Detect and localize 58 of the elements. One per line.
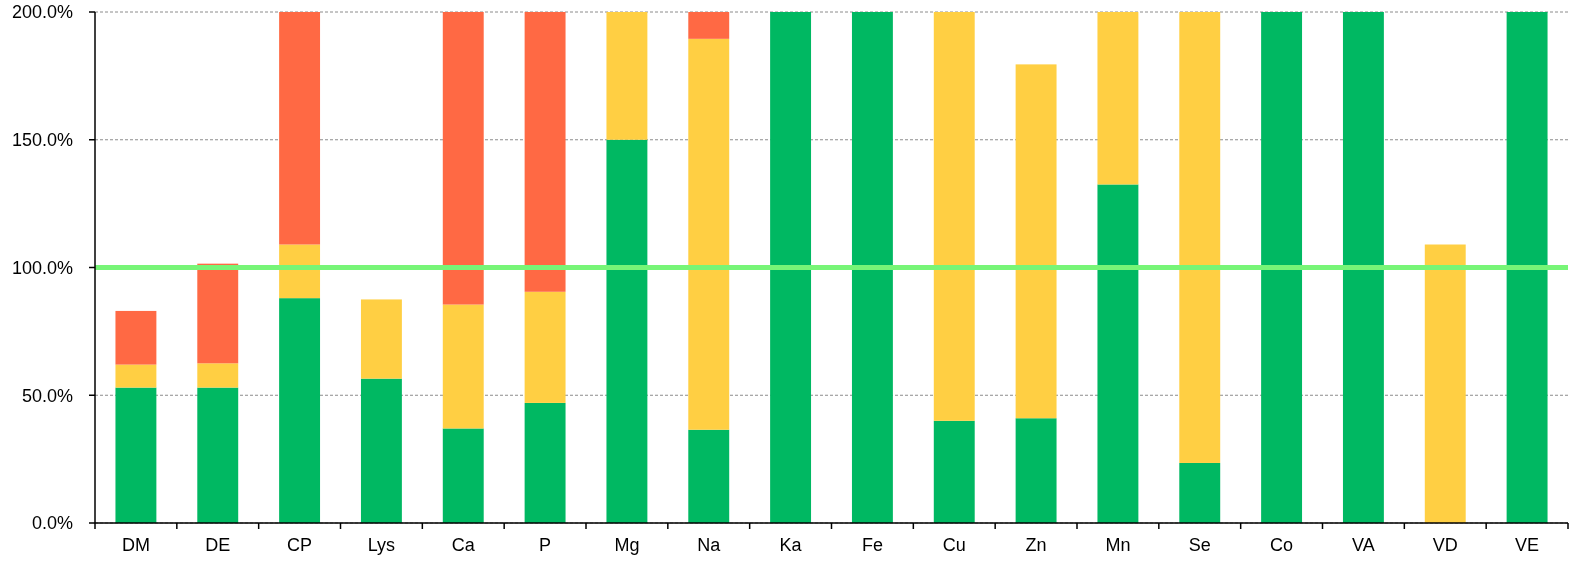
bar [933, 12, 975, 421]
bar [1506, 12, 1548, 523]
x-tick-label: Mg [614, 535, 640, 555]
x-tick-label: DM [121, 535, 150, 555]
bar [1179, 12, 1221, 463]
bar [1097, 12, 1139, 185]
bar [1424, 244, 1466, 523]
bar [606, 12, 648, 140]
x-tick-label: Ca [451, 535, 476, 555]
y-tick-label: 150.0% [11, 130, 73, 151]
bar [1179, 462, 1221, 523]
bar [442, 304, 484, 429]
bar [197, 387, 239, 523]
bar [1342, 12, 1384, 523]
bar [115, 364, 157, 388]
bar [197, 363, 239, 388]
bar [279, 12, 321, 245]
bar [1015, 64, 1057, 419]
bar [360, 378, 402, 523]
x-tick-label: Lys [367, 535, 396, 555]
y-tick-label: 0.0% [31, 513, 73, 534]
bar [1097, 184, 1139, 523]
x-tick-label: P [539, 535, 552, 555]
x-tick-label: Co [1270, 535, 1294, 555]
y-tick-label: 50.0% [21, 385, 73, 406]
bar [933, 420, 975, 523]
bar [197, 263, 239, 364]
x-tick-label: VE [1515, 535, 1540, 555]
x-tick-label: VD [1432, 535, 1458, 555]
x-tick-label: Ka [779, 535, 803, 555]
bar [688, 12, 730, 39]
bar [115, 387, 157, 523]
bar [851, 12, 893, 523]
bar [115, 310, 157, 365]
x-tick-label: Mn [1105, 535, 1131, 555]
x-tick-label: Na [697, 535, 722, 555]
bar [688, 429, 730, 523]
x-tick-label: DE [205, 535, 231, 555]
bar [606, 139, 648, 523]
y-tick-label: 200.0% [11, 2, 73, 23]
x-tick-label: VA [1352, 535, 1375, 555]
y-tick-label: 100.0% [11, 257, 73, 278]
bar [279, 298, 321, 523]
bar [524, 291, 566, 403]
bar [442, 428, 484, 523]
bar [360, 299, 402, 379]
bar [770, 12, 812, 523]
x-tick-label: Se [1188, 535, 1211, 555]
bar [442, 12, 484, 305]
x-tick-label: Zn [1025, 535, 1047, 555]
bar [1261, 12, 1303, 523]
bar [1015, 418, 1057, 523]
x-tick-label: Cu [942, 535, 966, 555]
x-tick-label: CP [287, 535, 313, 555]
bar [688, 38, 730, 430]
bar [524, 402, 566, 523]
x-tick-label: Fe [861, 535, 883, 555]
bar [524, 12, 566, 292]
